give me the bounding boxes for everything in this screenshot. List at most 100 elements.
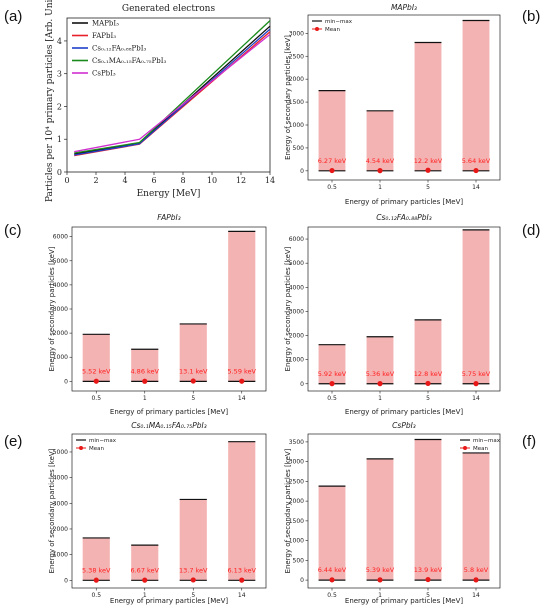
y-tick-label: 6000 <box>53 234 68 241</box>
y-tick-label: 0 <box>300 168 304 175</box>
mean-value-label: 4.86 keV <box>130 367 159 375</box>
x-tick-label: 5 <box>426 592 430 599</box>
y-tick-label: 3000 <box>289 308 304 315</box>
min-max-bar <box>414 42 442 171</box>
x-tick-label: 1 <box>378 184 382 191</box>
y-tick-label: 2000 <box>289 76 304 83</box>
y-tick-label: 0 <box>64 577 68 584</box>
legend-entry: min−max <box>89 438 117 444</box>
legend-swatch-mean <box>463 446 467 450</box>
y-axis-label: Energy of secondary particles [keV] <box>48 448 56 573</box>
min-max-bar <box>366 336 394 384</box>
mean-value-label: 5.64 keV <box>462 157 491 165</box>
y-tick-label: 2000 <box>289 498 304 505</box>
x-tick-label: 5 <box>191 395 195 402</box>
y-axis-label: Energy of secondary particles [keV] <box>48 246 56 371</box>
min-max-bar <box>318 90 346 171</box>
chart-title: CsPbI₃ <box>392 421 416 430</box>
x-tick-label: 14 <box>472 395 480 402</box>
mean-marker <box>329 381 335 387</box>
min-max-bar <box>414 319 442 384</box>
chart-title: Cs₀.₁₂FA₀.₈₈PbI₃ <box>376 213 431 222</box>
x-tick-label: 5 <box>426 184 430 191</box>
y-tick-label: 1000 <box>289 357 304 364</box>
y-tick-label: 1500 <box>289 518 304 525</box>
x-tick-label: 1 <box>378 592 382 599</box>
mean-value-label: 6.67 keV <box>130 566 159 574</box>
mean-marker <box>377 577 383 583</box>
min-max-bar <box>228 441 256 581</box>
min-max-bar <box>179 499 207 581</box>
mean-value-label: 6.44 keV <box>318 566 347 574</box>
y-tick-label: 3000 <box>289 459 304 466</box>
panel-letter-c: (c) <box>4 222 22 239</box>
legend-entry: MAPbI₃ <box>92 20 119 28</box>
mean-marker <box>239 577 245 583</box>
x-tick-label: 10 <box>207 176 217 185</box>
min-max-bar <box>462 452 490 581</box>
x-axis-label: Energy of primary particles [MeV] <box>110 597 228 605</box>
x-tick-label: 5 <box>426 395 430 402</box>
mean-value-label: 5.8 keV <box>464 566 489 574</box>
y-tick-label: 4 <box>57 37 62 46</box>
legend-entry: Cs₀.₁MA₀.₁₅FA₀.₇₅PbI₃ <box>92 57 167 65</box>
min-max-bar <box>318 344 346 384</box>
y-axis-label: Particles per 10⁴ primary particles [Arb… <box>45 0 55 202</box>
legend-entry: min−max <box>325 19 353 25</box>
series-line <box>74 33 271 153</box>
y-tick-label: 3000 <box>53 500 68 507</box>
mean-value-label: 5.52 keV <box>82 367 111 375</box>
mean-marker <box>473 577 479 583</box>
x-tick-label: 14 <box>472 592 480 599</box>
y-tick-label: 1000 <box>53 354 68 361</box>
legend-swatch-mean <box>315 27 319 31</box>
min-max-bar <box>131 545 159 581</box>
mean-marker <box>190 577 196 583</box>
mean-marker <box>425 576 431 583</box>
x-tick-label: 0.5 <box>327 184 337 191</box>
panel-letter-b: (b) <box>522 8 541 25</box>
mean-marker <box>142 577 148 583</box>
y-tick-label: 3000 <box>289 30 304 37</box>
y-tick-label: 2000 <box>53 330 68 337</box>
x-tick-label: 8 <box>180 176 185 185</box>
y-tick-label: 500 <box>293 145 305 152</box>
mean-marker <box>473 167 479 174</box>
y-tick-label: 6000 <box>289 236 304 243</box>
plot-frame <box>71 433 267 589</box>
x-tick-label: 14 <box>238 592 246 599</box>
mean-value-label: 5.38 keV <box>82 566 111 574</box>
y-tick-label: 5000 <box>289 260 304 267</box>
y-tick-label: 3500 <box>289 439 304 446</box>
chart-title: FAPbI₃ <box>157 213 181 222</box>
chart-title: Generated electrons <box>122 4 216 14</box>
y-tick-label: 1000 <box>53 552 68 559</box>
x-tick-label: 0.5 <box>327 395 337 402</box>
y-tick-label: 4000 <box>53 282 68 289</box>
mean-value-label: 12.2 keV <box>414 157 443 165</box>
panel-letter-f: (f) <box>522 433 537 450</box>
y-tick-label: 4000 <box>289 284 304 291</box>
x-tick-label: 0.5 <box>91 592 101 599</box>
x-tick-label: 0.5 <box>327 592 337 599</box>
y-tick-label: 2000 <box>289 333 304 340</box>
y-axis-label: Energy of secondary particles [keV] <box>284 246 292 371</box>
min-max-bar <box>131 349 159 382</box>
mean-marker <box>329 577 335 583</box>
mean-value-label: 5.39 keV <box>366 566 395 574</box>
y-tick-label: 3000 <box>53 306 68 313</box>
mean-marker <box>239 378 245 384</box>
x-axis-label: Energy of primary particles [MeV] <box>345 198 463 206</box>
x-axis-label: Energy of primary particles [MeV] <box>110 408 228 416</box>
y-tick-label: 3 <box>57 70 62 79</box>
y-tick-label: 2500 <box>289 478 304 485</box>
legend-entry: Mean <box>473 446 488 452</box>
mean-value-label: 6.13 keV <box>227 566 256 574</box>
legend-entry: CsPbI₃ <box>92 70 116 78</box>
y-tick-label: 500 <box>293 557 305 564</box>
x-tick-label: 14 <box>472 184 480 191</box>
mean-value-label: 13.9 keV <box>414 566 443 574</box>
